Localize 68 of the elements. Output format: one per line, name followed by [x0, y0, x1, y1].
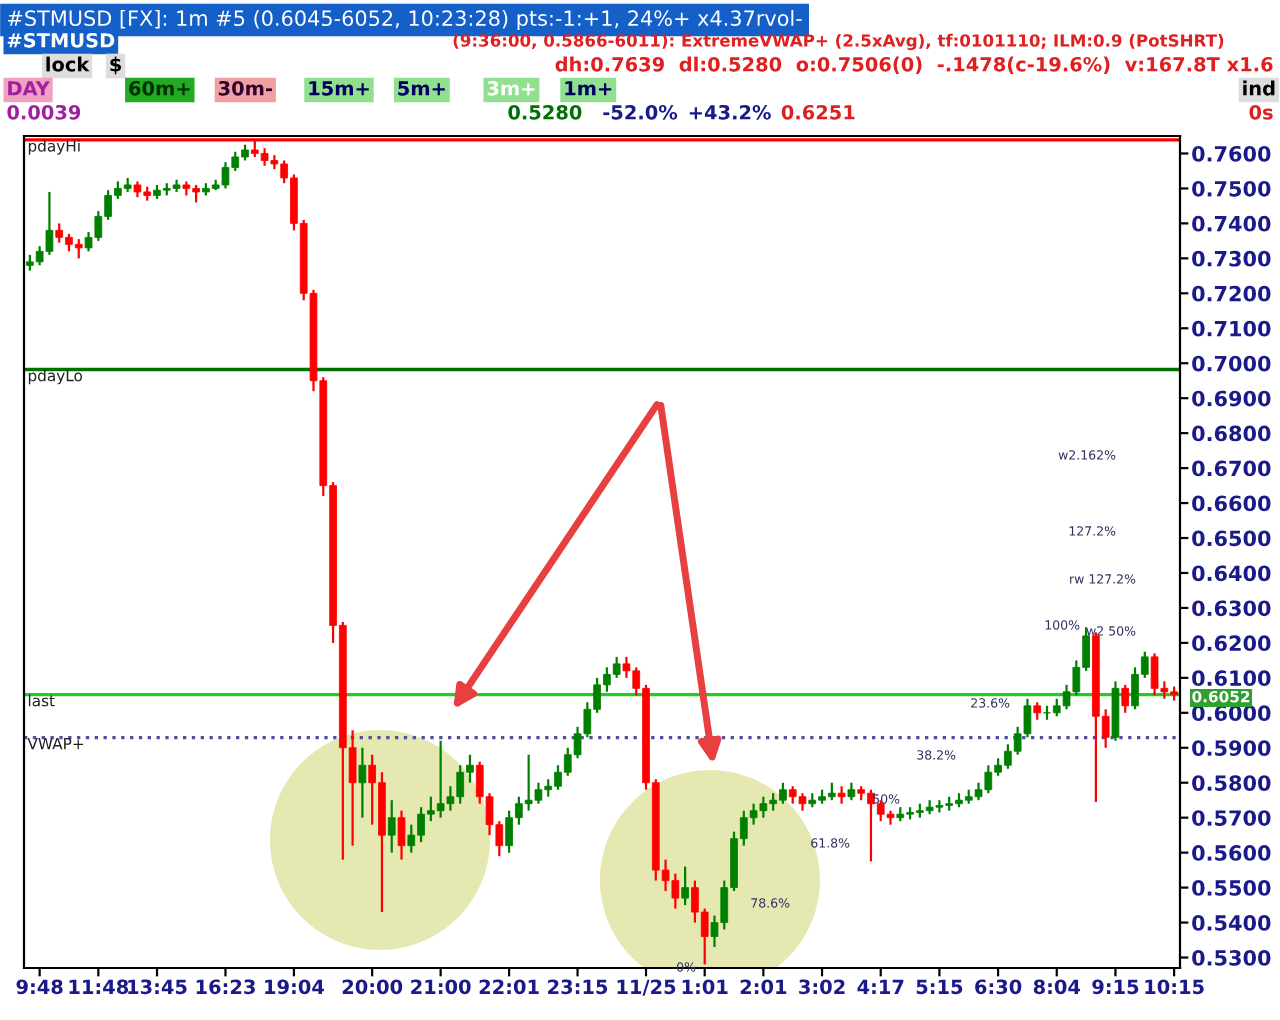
y-tick-label: 0.6400 [1192, 565, 1271, 582]
candlestick [358, 746, 367, 819]
text: 60m+ [129, 80, 190, 96]
x-tick-label: 3:02 [799, 979, 845, 995]
text: $ [110, 56, 122, 75]
text: 5m+ [398, 81, 445, 96]
x-tick-label: 10:15 [1145, 979, 1204, 995]
text: lock [46, 56, 90, 72]
text: 30m- [218, 80, 272, 96]
x-tick-label: 9:48 [16, 979, 63, 995]
y-tick-label: 0.7000 [1192, 355, 1271, 372]
x-tick-label: 19:04 [265, 979, 324, 995]
x-tick-label: 20:00 [342, 979, 403, 995]
y-tick-label: 0.7100 [1192, 320, 1271, 337]
y-tick-label: 0.5300 [1192, 949, 1271, 966]
text: -52.0% [603, 104, 678, 120]
candlestick [1121, 683, 1130, 714]
y-tick-label: 0.6100 [1192, 670, 1271, 687]
candlestick [837, 785, 846, 805]
y-tick-label: 0.7500 [1192, 180, 1271, 197]
y-tick-label: 0.7600 [1192, 145, 1271, 162]
x-tick-label: 9:15 [1092, 979, 1139, 995]
y-tick-label: 0.5700 [1192, 810, 1271, 826]
chart-title: #STMUSD [FX]: 1m #5 (0.6045-6052, 10:23:28) pts:-1:+1, 24%+ x4.37rvol- [8, 9, 802, 31]
y-tick-label: 0.5600 [1192, 845, 1271, 861]
text: 0s [1249, 104, 1273, 120]
x-tick-label: 8:04 [1033, 979, 1081, 995]
y-tick-label: 0.5500 [1192, 880, 1271, 896]
y-tick-label: 0.6900 [1192, 390, 1271, 407]
text: 0.5280 [508, 104, 582, 120]
x-tick-label: 6:30 [975, 979, 1022, 995]
x-tick-label: 21:00 [411, 979, 471, 995]
candlestick [387, 799, 396, 854]
x-tick-label: 1:01 [682, 979, 728, 995]
y-tick-label: 0.5400 [1192, 915, 1271, 931]
x-tick-label: 13:45 [128, 979, 187, 995]
y-tick-label: 0.6200 [1192, 635, 1271, 652]
y-tick-label: 0.6700 [1192, 460, 1271, 477]
y-tick-label: 0.7400 [1192, 215, 1271, 232]
y-tick-label: 0.6600 [1192, 495, 1271, 512]
x-tick-label: 2:01 [740, 979, 787, 995]
y-tick-label: 0.7300 [1192, 250, 1271, 267]
x-tick-label: 5:15 [916, 979, 963, 995]
text: 15m+ [309, 81, 369, 96]
x-tick-label: 23:15 [548, 979, 608, 995]
x-tick-label: 16:23 [196, 979, 255, 995]
candlestick [397, 809, 406, 861]
text: 1m+ [565, 81, 612, 96]
y-tick-label: 0.6800 [1192, 425, 1271, 442]
x-tick-label: 22:01 [479, 979, 539, 995]
text: dh:0.7639 dl:0.5280 o:0.7506(0) -.1478(c-19.6%) v:167.8T x1.6 [555, 56, 1273, 74]
x-tick-label: 4:17 [857, 979, 904, 994]
text: #STMUSD [7, 32, 115, 48]
y-tick-label: 0.5800 [1192, 775, 1271, 791]
text: 0.6251 [781, 104, 855, 120]
x-tick-label: 11:48 [69, 979, 129, 995]
text: DAY [8, 81, 50, 96]
text: 3m+ [487, 80, 535, 96]
y-tick-label: 0.6500 [1192, 530, 1271, 547]
text: ind [1243, 80, 1275, 96]
y-tick-label: 0.5900 [1192, 740, 1271, 756]
text: 0.0039 [7, 104, 81, 120]
x-tick-label: 11/25 [617, 979, 676, 996]
text: +43.2% [689, 104, 771, 120]
chart-subtitle: (9:36:00, 0.5866-6011): ExtremeVWAP+ (2.5xAvg), tf:0101110; ILM:0.9 (PotSHRT) [453, 33, 1224, 51]
candlestick [681, 865, 689, 907]
y-tick-label: 0.6300 [1192, 600, 1271, 617]
y-tick-label: 0.7200 [1192, 285, 1271, 302]
